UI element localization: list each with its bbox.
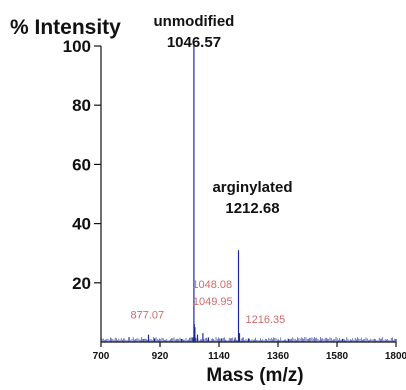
minor-peak-label: 1048.08 (192, 279, 232, 291)
y-ticks: 20 40 60 80 100 (63, 37, 101, 293)
x-tick-label: 1140 (208, 351, 230, 362)
spectrum-line (100, 46, 397, 342)
minor-peak-label: 877.07 (130, 310, 164, 322)
peak-annotations: unmodified 1046.57 arginylated 1212.68 (154, 13, 293, 217)
y-tick-label: 60 (72, 155, 91, 174)
minor-peak-label: 1049.95 (193, 296, 233, 308)
x-tick-label: 1360 (267, 351, 290, 362)
y-tick-label: 100 (63, 37, 91, 56)
y-tick-label: 20 (72, 274, 91, 293)
peak-mass-label: 1212.68 (225, 200, 279, 217)
y-axis-label: % Intensity (10, 16, 121, 39)
peak-name-label: arginylated (212, 179, 292, 196)
x-tick-label: 1800 (385, 351, 406, 362)
y-tick-label: 80 (72, 96, 91, 115)
x-tick-label: 1580 (326, 351, 349, 362)
peak-mass-label: 1046.57 (167, 34, 221, 51)
x-axis-label: Mass (m/z) (206, 365, 303, 386)
x-ticks: 700 920 1140 1360 1580 1800 (93, 342, 406, 362)
baseline-noise (101, 337, 397, 342)
minor-peak-labels: 877.07 1048.08 1049.95 1216.35 (130, 279, 285, 326)
x-tick-label: 920 (152, 351, 169, 362)
y-tick-label: 40 (72, 215, 91, 234)
peak-name-label: unmodified (154, 13, 235, 30)
noise-trace (101, 337, 397, 342)
x-tick-label: 700 (93, 351, 110, 362)
minor-peak-label: 1216.35 (245, 314, 285, 326)
